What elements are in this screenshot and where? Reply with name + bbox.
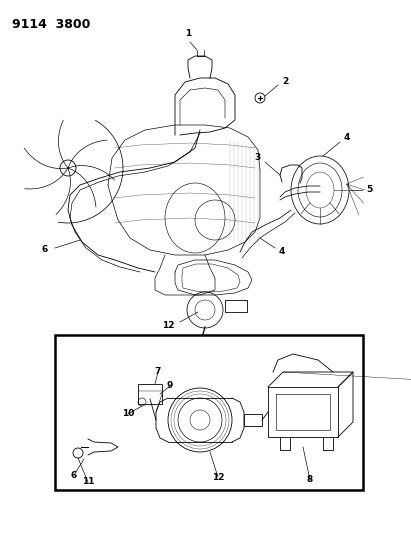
Text: 11: 11 [82, 478, 94, 487]
Text: 6: 6 [42, 246, 48, 254]
Text: 2: 2 [282, 77, 288, 86]
Text: 10: 10 [122, 409, 134, 418]
Text: 12: 12 [162, 320, 175, 329]
Bar [55, 335, 363, 490]
Text: 9: 9 [167, 382, 173, 391]
Text: 3: 3 [255, 154, 261, 163]
Text: 6: 6 [71, 471, 77, 480]
Text: 4: 4 [344, 133, 350, 142]
Text: 1: 1 [185, 29, 191, 38]
Text: 4: 4 [279, 247, 285, 256]
Bar [244, 414, 262, 426]
Text: 8: 8 [307, 475, 313, 484]
Text: 9114  3800: 9114 3800 [12, 18, 90, 31]
Text: 5: 5 [366, 185, 372, 195]
Bar [138, 384, 162, 404]
Text: 7: 7 [155, 367, 161, 376]
Text: 12: 12 [212, 472, 224, 481]
